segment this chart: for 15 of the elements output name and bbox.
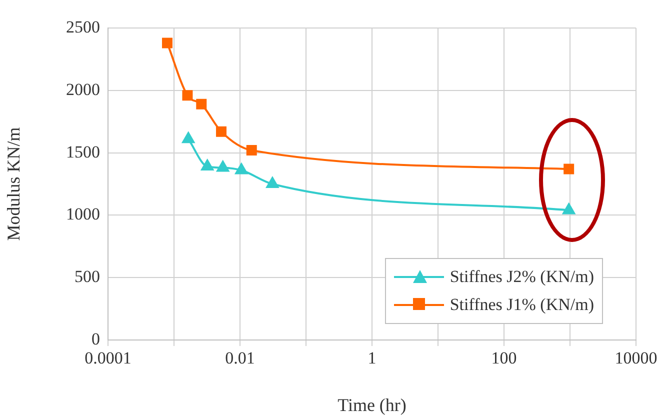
x-axis-title: Time (hr) [338, 394, 406, 415]
y-tick-label: 500 [74, 267, 100, 286]
x-tick-label: 1 [368, 348, 376, 368]
y-tick-label: 0 [92, 329, 100, 348]
y-tick-label: 1500 [66, 142, 100, 162]
y-tick-label: 2500 [66, 17, 100, 36]
legend-label: Stiffnes J2% (KN/m) [450, 267, 594, 287]
x-tick-label: 10000 [614, 348, 658, 368]
x-tick-label: 100 [491, 348, 517, 368]
y-tick-label: 1000 [66, 204, 100, 224]
legend-label: Stiffnes J1% (KN/m) [450, 295, 594, 315]
y-tick-label: 2000 [66, 80, 100, 99]
x-tick-label: 0.01 [225, 348, 255, 368]
y-axis-title: Modulus KN/m [4, 127, 24, 241]
x-tick-label: 0.0001 [84, 348, 132, 368]
